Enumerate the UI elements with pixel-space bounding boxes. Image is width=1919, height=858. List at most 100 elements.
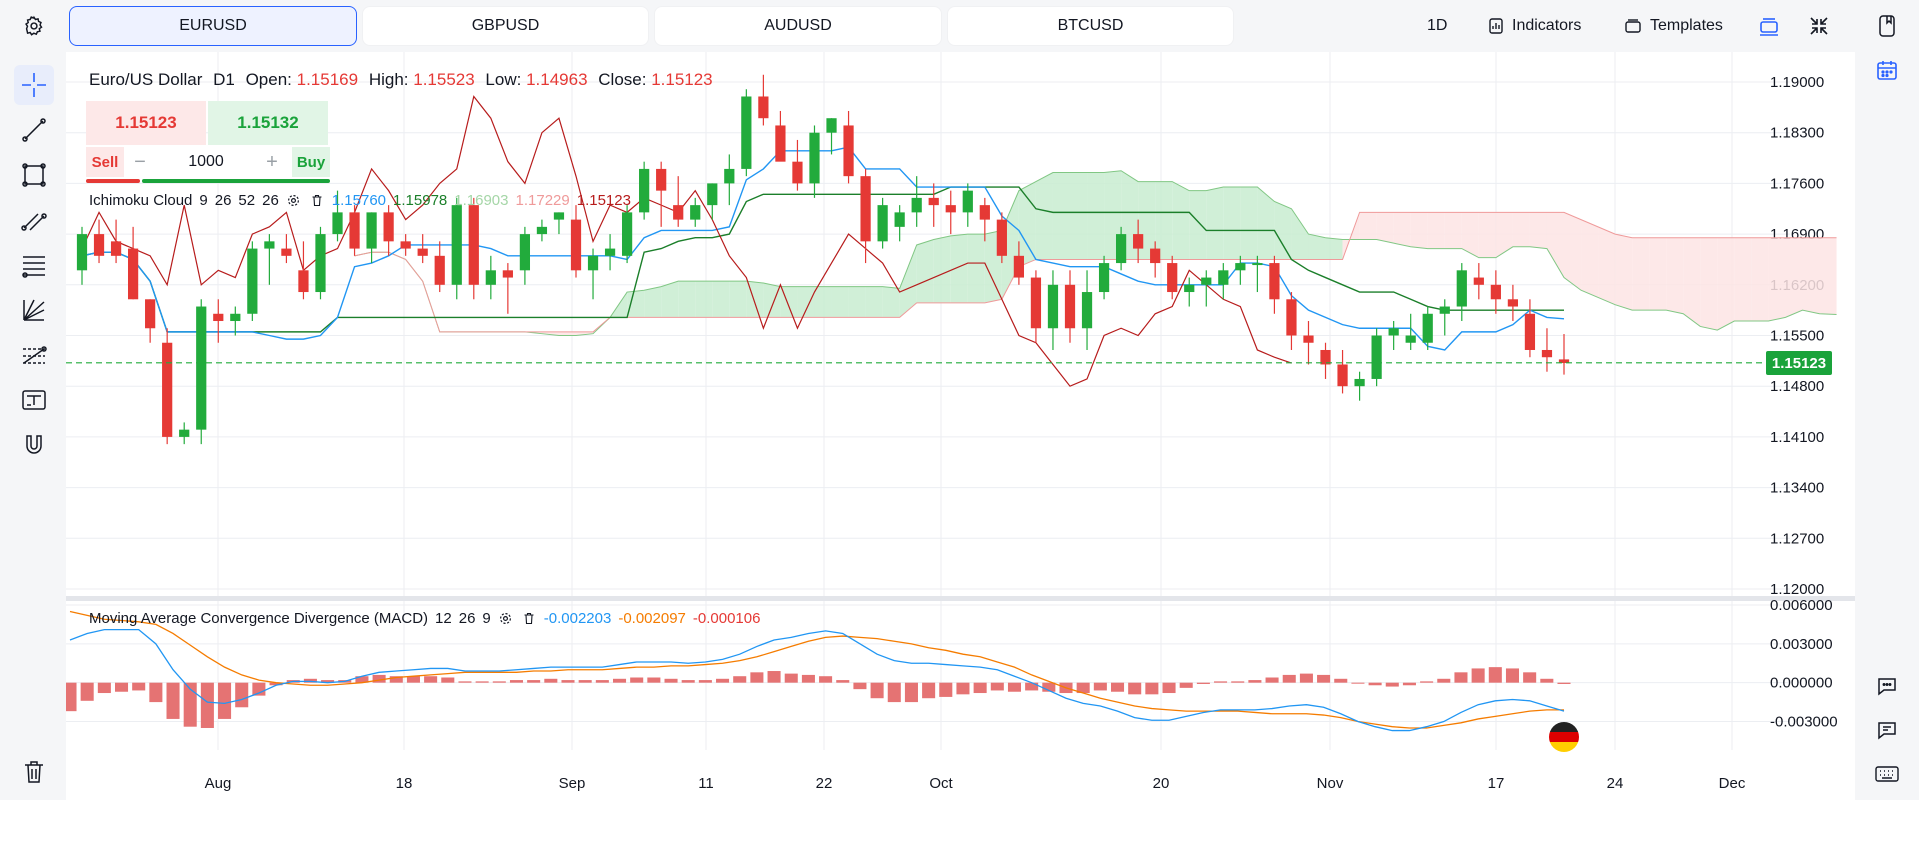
macd-histogram-bar [561,680,575,683]
ichimoku-cloud-segment [558,331,576,336]
symbol-tab-gbpusd[interactable]: GBPUSD [362,6,649,46]
ichimoku-settings-button[interactable] [286,193,302,209]
sell-price[interactable]: 1.15123 [86,101,206,145]
macd-name: Moving Average Convergence Divergence (M… [89,610,429,627]
time-axis-label: 20 [1153,775,1170,792]
buy-price[interactable]: 1.15132 [208,101,328,145]
macd-histogram-bar [1093,682,1107,691]
ichimoku-param: 52 [238,192,256,209]
macd-histogram-bar [1351,682,1365,684]
layout-button[interactable] [1756,12,1782,40]
parallel-channel-tool[interactable] [14,200,54,240]
germany-flag-icon[interactable] [1549,722,1579,752]
settings-button[interactable] [14,12,54,40]
sell-button[interactable]: Sell [86,147,124,177]
candle-body [1218,270,1229,285]
candle-body [1320,349,1331,365]
candle-body [1303,335,1314,343]
ichimoku-cloud-segment [1546,212,1564,278]
trash-icon [312,194,322,207]
chikou-value: 1.15123 [576,192,631,209]
candle-body [1115,234,1127,264]
ichimoku-param: 26 [214,192,232,209]
time-axis-label: 24 [1607,775,1624,792]
candle-body [1524,313,1536,350]
candle-body [1184,284,1195,293]
close-value: 1.15123 [651,70,713,89]
candle-body [860,176,871,242]
ichimoku-cloud-segment [1257,187,1275,260]
pitchfork-icon [23,346,47,364]
macd-histogram-bar [767,671,781,683]
candle-body [298,270,309,293]
ichimoku-cloud-segment [967,234,985,303]
fib-retracement-tool[interactable] [14,245,54,285]
macd-histogram-bar [1334,678,1348,683]
macd-histogram-bar [750,672,764,683]
candle-body [127,248,139,300]
rectangle-tool[interactable] [14,155,54,195]
macd-line [69,628,1565,732]
macd-remove-button[interactable] [521,611,537,627]
macd-histogram-bar [475,681,489,683]
macd-param: 9 [482,610,491,627]
buy-button[interactable]: Buy [292,147,330,177]
candle-body [826,118,837,133]
macd-histogram-bar [321,680,335,683]
close-label: Close: [598,70,647,89]
price-axis-label: 1.14800 [1770,378,1824,395]
collapse-button[interactable] [1806,12,1832,40]
macd-histogram-bar [922,682,936,699]
time-axis-label: Nov [1317,775,1344,792]
templates-button[interactable]: Templates [1624,12,1723,40]
macd-histogram-bar [1214,681,1228,683]
keyboard-button[interactable] [1867,756,1907,792]
candle-body [332,212,343,235]
symbol-tab-btcusd[interactable]: BTCUSD [947,6,1234,46]
candle-body [366,212,377,249]
candle-body [1235,263,1246,271]
candle-body [1337,364,1348,387]
timeframe-button[interactable]: 1D [1427,12,1447,40]
delete-drawings-button[interactable] [14,752,54,792]
ichimoku-cloud-segment [1649,237,1667,311]
trend-line-tool[interactable] [14,110,54,150]
candle-body [93,234,105,256]
chart-canvas[interactable]: 1.190001.183001.176001.169001.162001.155… [66,52,1855,800]
ichimoku-cloud-segment [1359,212,1377,240]
watchlist-button[interactable] [1867,8,1907,44]
symbol-tab-eurusd[interactable]: EURUSD [69,6,357,46]
ichimoku-cloud-segment [1478,212,1496,258]
gann-fan-tool[interactable] [14,290,54,330]
ichimoku-remove-button[interactable] [309,193,325,209]
chat-button[interactable] [1867,668,1907,704]
macd-histogram-bar [578,680,592,683]
ichimoku-cloud-segment [1632,237,1650,311]
ichimoku-cloud-segment [1070,172,1088,260]
trade-panel: 1.15123 1.15132 Sell − + Buy [84,101,330,183]
comments-button[interactable] [1867,712,1907,748]
quantity-input[interactable] [156,153,256,171]
macd-signal-line [69,610,1564,729]
text-tool[interactable] [14,380,54,420]
magnet-tool[interactable] [14,425,54,465]
indicators-button[interactable]: Indicators [1488,12,1581,40]
pitchfork-tool[interactable] [14,335,54,375]
macd-histogram-bar [527,680,541,683]
symbol-tab-audusd[interactable]: AUDUSD [654,6,942,46]
candle-body [979,205,990,220]
time-axis-label: Aug [205,775,232,792]
price-axis-label: 1.15500 [1770,328,1824,345]
tenkan-line [81,146,1565,351]
macd-histogram-bar [509,680,524,683]
calendar-button[interactable] [1867,52,1907,88]
increase-quantity-button[interactable]: + [266,150,278,173]
macd-settings-button[interactable] [498,611,514,627]
ichimoku-param: 26 [262,192,279,209]
chart-area[interactable]: 1.190001.183001.176001.169001.162001.155… [66,52,1855,800]
span-b-value: 1.17229 [515,192,570,209]
candle-body [162,342,173,437]
crosshair-tool[interactable] [14,65,54,105]
decrease-quantity-button[interactable]: − [134,150,146,173]
candle-body [1098,263,1110,293]
